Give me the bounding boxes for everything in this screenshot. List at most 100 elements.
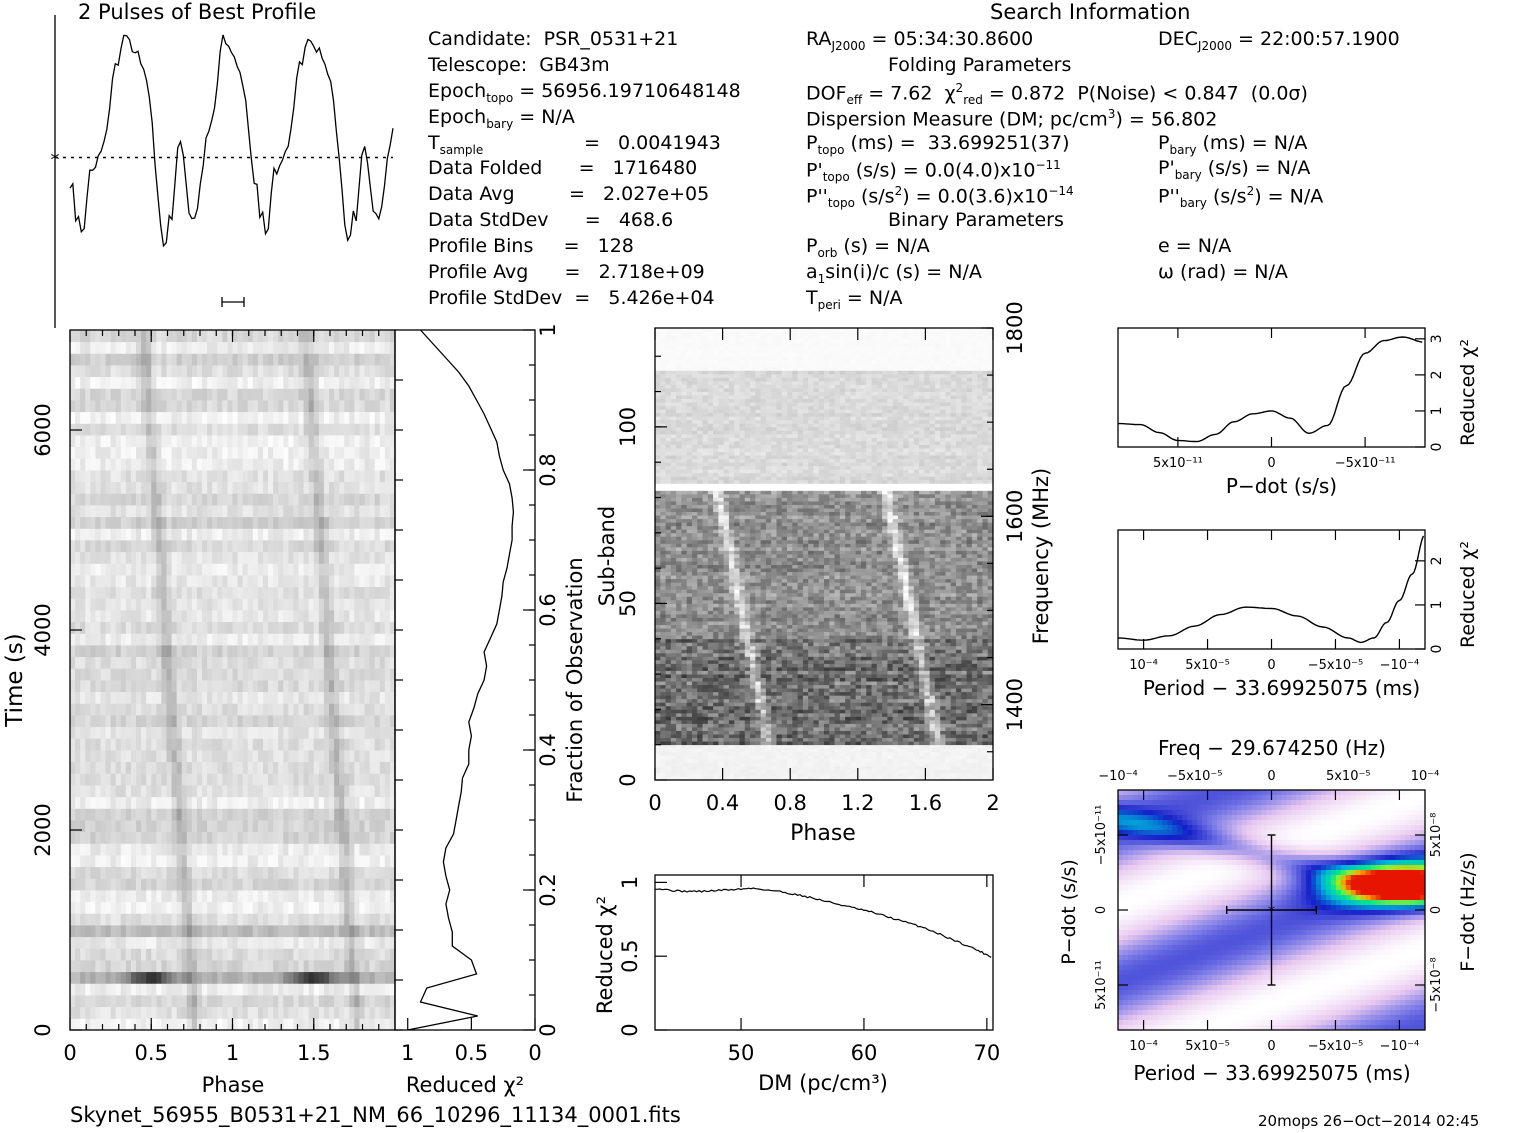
time-phase-cell	[227, 411, 233, 424]
time-phase-cell	[334, 330, 340, 343]
time-phase-cell	[278, 878, 284, 891]
time-phase-cell	[283, 575, 289, 588]
time-phase-cell	[90, 808, 96, 821]
time-phase-cell	[136, 913, 142, 926]
time-phase-cell	[176, 785, 183, 798]
time-phase-cell	[141, 878, 147, 891]
subband-cell	[655, 730, 661, 735]
subband-cell	[829, 776, 835, 781]
time-phase-cell	[283, 1006, 289, 1019]
subband-cell	[818, 748, 825, 753]
time-phase-cell	[283, 411, 289, 424]
subband-cell	[882, 755, 888, 760]
time-phase-cell	[389, 470, 396, 483]
subband-cell	[660, 737, 666, 742]
time-phase-cell	[384, 831, 391, 844]
time-phase-cell	[161, 680, 167, 693]
subband-cell	[845, 762, 851, 767]
time-phase-cell	[293, 610, 299, 623]
subband-cell	[792, 769, 798, 774]
time-phase-cell	[212, 563, 218, 576]
time-phase-cell	[181, 855, 188, 868]
time-phase-cell	[298, 645, 304, 658]
time-phase-cell	[191, 960, 198, 973]
time-phase-cell	[136, 703, 142, 716]
time-phase-cell	[176, 831, 183, 844]
time-phase-cell	[293, 528, 299, 541]
time-phase-cell	[156, 1018, 162, 1031]
time-phase-cell	[75, 330, 81, 343]
subband-cell	[903, 751, 909, 756]
time-phase-cell	[334, 516, 340, 529]
subband-cell	[686, 776, 693, 781]
time-phase-cell	[161, 983, 167, 996]
subband-cell	[829, 765, 835, 770]
subband-cell	[908, 758, 915, 763]
time-phase-cell	[364, 726, 371, 739]
time-phase-cell	[369, 785, 376, 798]
time-phase-cell	[176, 890, 183, 903]
subband-cell	[945, 772, 952, 777]
time-phase-cell	[369, 866, 376, 879]
time-phase-cell	[196, 470, 203, 483]
subband-cell	[839, 741, 846, 746]
time-phase-cell	[313, 481, 320, 494]
time-phase-cell	[303, 925, 310, 938]
time-phase-cell	[70, 983, 76, 996]
profile-curve	[69, 34, 394, 248]
time-phase-cell	[268, 866, 274, 879]
time-phase-cell	[171, 423, 178, 436]
time-phase-cell	[364, 645, 371, 658]
time-phase-cell	[110, 1018, 117, 1031]
time-phase-cell	[262, 470, 269, 483]
time-phase-cell	[80, 901, 86, 914]
subband-cell	[860, 744, 867, 749]
time-phase-cell	[364, 691, 371, 704]
subband-cell	[723, 741, 730, 746]
time-phase-cell	[252, 341, 259, 354]
time-phase-cell	[105, 901, 112, 914]
time-phase-cell	[384, 995, 391, 1008]
subband-cell	[908, 734, 915, 739]
time-phase-cell	[303, 691, 310, 704]
time-phase-cell	[70, 785, 76, 798]
time-phase-cell	[176, 925, 183, 938]
time-phase-cell	[80, 948, 86, 961]
subband-cell	[950, 765, 957, 770]
time-phase-cell	[293, 505, 299, 518]
time-phase-cell	[181, 866, 188, 879]
time-phase-cell	[303, 528, 310, 541]
subband-cell	[781, 751, 788, 756]
time-phase-cell	[334, 645, 340, 658]
time-phase-cell	[181, 435, 188, 448]
subband-cell	[655, 737, 661, 742]
time-phase-cell	[75, 435, 81, 448]
time-phase-cell	[308, 960, 315, 973]
subband-cell	[950, 734, 957, 739]
time-phase-cell	[298, 983, 304, 996]
time-phase-cell	[273, 971, 279, 984]
time-phase-cell	[161, 948, 167, 961]
time-phase-cell	[212, 388, 218, 401]
time-phase-cell	[120, 621, 127, 634]
time-phase-cell	[283, 831, 289, 844]
time-phase-cell	[100, 948, 106, 961]
time-phase-cell	[334, 575, 340, 588]
time-phase-cell	[156, 773, 162, 786]
time-phase-cell	[283, 691, 289, 704]
time-phase-cell	[222, 446, 228, 459]
subband-cell	[755, 727, 762, 731]
time-phase-cell	[176, 808, 183, 821]
time-phase-cell	[181, 878, 188, 891]
subband-cell	[802, 755, 809, 760]
time-phase-cell	[313, 400, 320, 413]
time-phase-cell	[313, 855, 320, 868]
time-phase-cell	[303, 971, 310, 984]
time-phase-cell	[181, 586, 188, 599]
time-phase-cell	[298, 446, 304, 459]
time-phase-cell	[130, 633, 137, 646]
time-phase-cell	[186, 668, 193, 681]
time-phase-cell	[242, 925, 249, 938]
time-phase-cell	[247, 668, 254, 681]
time-phase-cell	[161, 703, 167, 716]
